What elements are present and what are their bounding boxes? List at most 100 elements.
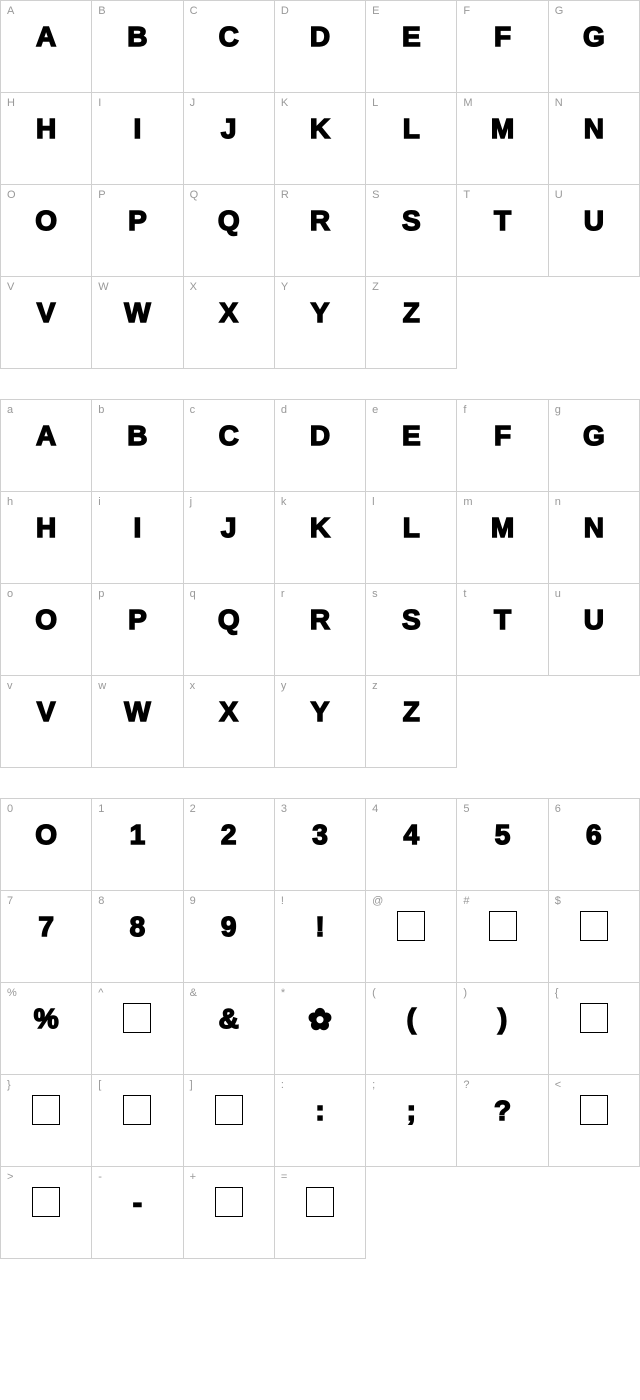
glyph-cell: 55 bbox=[457, 799, 548, 891]
glyph-cell: lL bbox=[366, 492, 457, 584]
cell-label: ^ bbox=[98, 987, 103, 999]
glyph-cell: { bbox=[549, 983, 640, 1075]
glyph-cell: jJ bbox=[184, 492, 275, 584]
glyph-display: I bbox=[92, 512, 182, 544]
glyph-display bbox=[275, 1187, 365, 1224]
glyph-cell: vV bbox=[1, 676, 92, 768]
glyph-cell: qQ bbox=[184, 584, 275, 676]
glyph-cell: QQ bbox=[184, 185, 275, 277]
glyph-display: M bbox=[457, 113, 547, 145]
cell-label: x bbox=[190, 680, 196, 692]
cell-label: > bbox=[7, 1171, 13, 1183]
glyph-display: P bbox=[92, 205, 182, 237]
glyph-cell: hH bbox=[1, 492, 92, 584]
missing-glyph-box bbox=[306, 1187, 334, 1217]
glyph-cell: II bbox=[92, 93, 183, 185]
glyph-display: N bbox=[549, 512, 639, 544]
cell-label: ] bbox=[190, 1079, 193, 1091]
glyph-cell: VV bbox=[1, 277, 92, 369]
glyph-display: & bbox=[184, 1003, 274, 1035]
glyph-cell: cC bbox=[184, 400, 275, 492]
cell-label: Q bbox=[190, 189, 199, 201]
glyph-cell: uU bbox=[549, 584, 640, 676]
glyph-display: D bbox=[275, 21, 365, 53]
cell-label: F bbox=[463, 5, 470, 17]
glyph-display: H bbox=[1, 113, 91, 145]
glyph-cell: bB bbox=[92, 400, 183, 492]
cell-label: ) bbox=[463, 987, 467, 999]
glyph-display: M bbox=[457, 512, 547, 544]
glyph-cell: OO bbox=[1, 185, 92, 277]
cell-label: D bbox=[281, 5, 289, 17]
cell-label: e bbox=[372, 404, 378, 416]
glyph-cell: sS bbox=[366, 584, 457, 676]
cell-label: ( bbox=[372, 987, 376, 999]
glyph-display: 1 bbox=[92, 819, 182, 851]
cell-label: 2 bbox=[190, 803, 196, 815]
glyph-cell: @ bbox=[366, 891, 457, 983]
glyph-display bbox=[184, 1095, 274, 1132]
glyph-display bbox=[92, 1095, 182, 1132]
glyph-cell: 0O bbox=[1, 799, 92, 891]
glyph-cell: xX bbox=[184, 676, 275, 768]
glyph-display: X bbox=[184, 297, 274, 329]
glyph-display bbox=[549, 1095, 639, 1132]
missing-glyph-box bbox=[32, 1095, 60, 1125]
glyph-display: G bbox=[549, 420, 639, 452]
glyph-cell: iI bbox=[92, 492, 183, 584]
glyph-cell: AA bbox=[1, 1, 92, 93]
font-character-map: AABBCCDDEEFFGGHHIIJJKKLLMMNNOOPPQQRRSSTT… bbox=[0, 0, 640, 1259]
glyph-cell: NN bbox=[549, 93, 640, 185]
missing-glyph-box bbox=[215, 1095, 243, 1125]
glyph-cell: [ bbox=[92, 1075, 183, 1167]
glyph-display: A bbox=[1, 420, 91, 452]
cell-label: * bbox=[281, 987, 285, 999]
cell-label: t bbox=[463, 588, 466, 600]
glyph-cell: CC bbox=[184, 1, 275, 93]
cell-label: O bbox=[7, 189, 16, 201]
glyph-display: H bbox=[1, 512, 91, 544]
cell-label: < bbox=[555, 1079, 561, 1091]
glyph-cell: pP bbox=[92, 584, 183, 676]
cell-label: k bbox=[281, 496, 287, 508]
cell-label: K bbox=[281, 97, 288, 109]
cell-label: 8 bbox=[98, 895, 104, 907]
glyph-cell: # bbox=[457, 891, 548, 983]
glyph-display: W bbox=[92, 696, 182, 728]
glyph-cell: + bbox=[184, 1167, 275, 1259]
glyph-display: O bbox=[1, 205, 91, 237]
cell-label: M bbox=[463, 97, 472, 109]
missing-glyph-box bbox=[123, 1003, 151, 1033]
glyph-cell: eE bbox=[366, 400, 457, 492]
cell-label: } bbox=[7, 1079, 11, 1091]
glyph-cell: < bbox=[549, 1075, 640, 1167]
glyph-cell: !! bbox=[275, 891, 366, 983]
glyph-display: ( bbox=[366, 1003, 456, 1035]
glyph-cell: LL bbox=[366, 93, 457, 185]
cell-label: { bbox=[555, 987, 559, 999]
glyph-display: C bbox=[184, 21, 274, 53]
cell-label: f bbox=[463, 404, 466, 416]
glyph-display: Q bbox=[184, 205, 274, 237]
glyph-display: C bbox=[184, 420, 274, 452]
glyph-grid: aAbBcCdDeEfFgGhHiIjJkKlLmMnNoOpPqQrRsStT… bbox=[0, 399, 640, 768]
cell-label: I bbox=[98, 97, 101, 109]
glyph-display: F bbox=[457, 21, 547, 53]
glyph-cell: 77 bbox=[1, 891, 92, 983]
section-lowercase: aAbBcCdDeEfFgGhHiIjJkKlLmMnNoOpPqQrRsStT… bbox=[0, 399, 640, 768]
glyph-display: 8 bbox=[92, 911, 182, 943]
glyph-cell: 66 bbox=[549, 799, 640, 891]
glyph-display: E bbox=[366, 21, 456, 53]
glyph-display: 7 bbox=[1, 911, 91, 943]
glyph-cell: EE bbox=[366, 1, 457, 93]
cell-label: ; bbox=[372, 1079, 375, 1091]
cell-label: @ bbox=[372, 895, 383, 907]
glyph-cell: TT bbox=[457, 185, 548, 277]
glyph-cell: PP bbox=[92, 185, 183, 277]
glyph-cell: 33 bbox=[275, 799, 366, 891]
glyph-display: O bbox=[1, 819, 91, 851]
glyph-grid: 0O112233445566778899!!@#$%%^&&*✿(()){}[]… bbox=[0, 798, 640, 1259]
cell-label: c bbox=[190, 404, 196, 416]
glyph-cell: gG bbox=[549, 400, 640, 492]
glyph-cell: KK bbox=[275, 93, 366, 185]
